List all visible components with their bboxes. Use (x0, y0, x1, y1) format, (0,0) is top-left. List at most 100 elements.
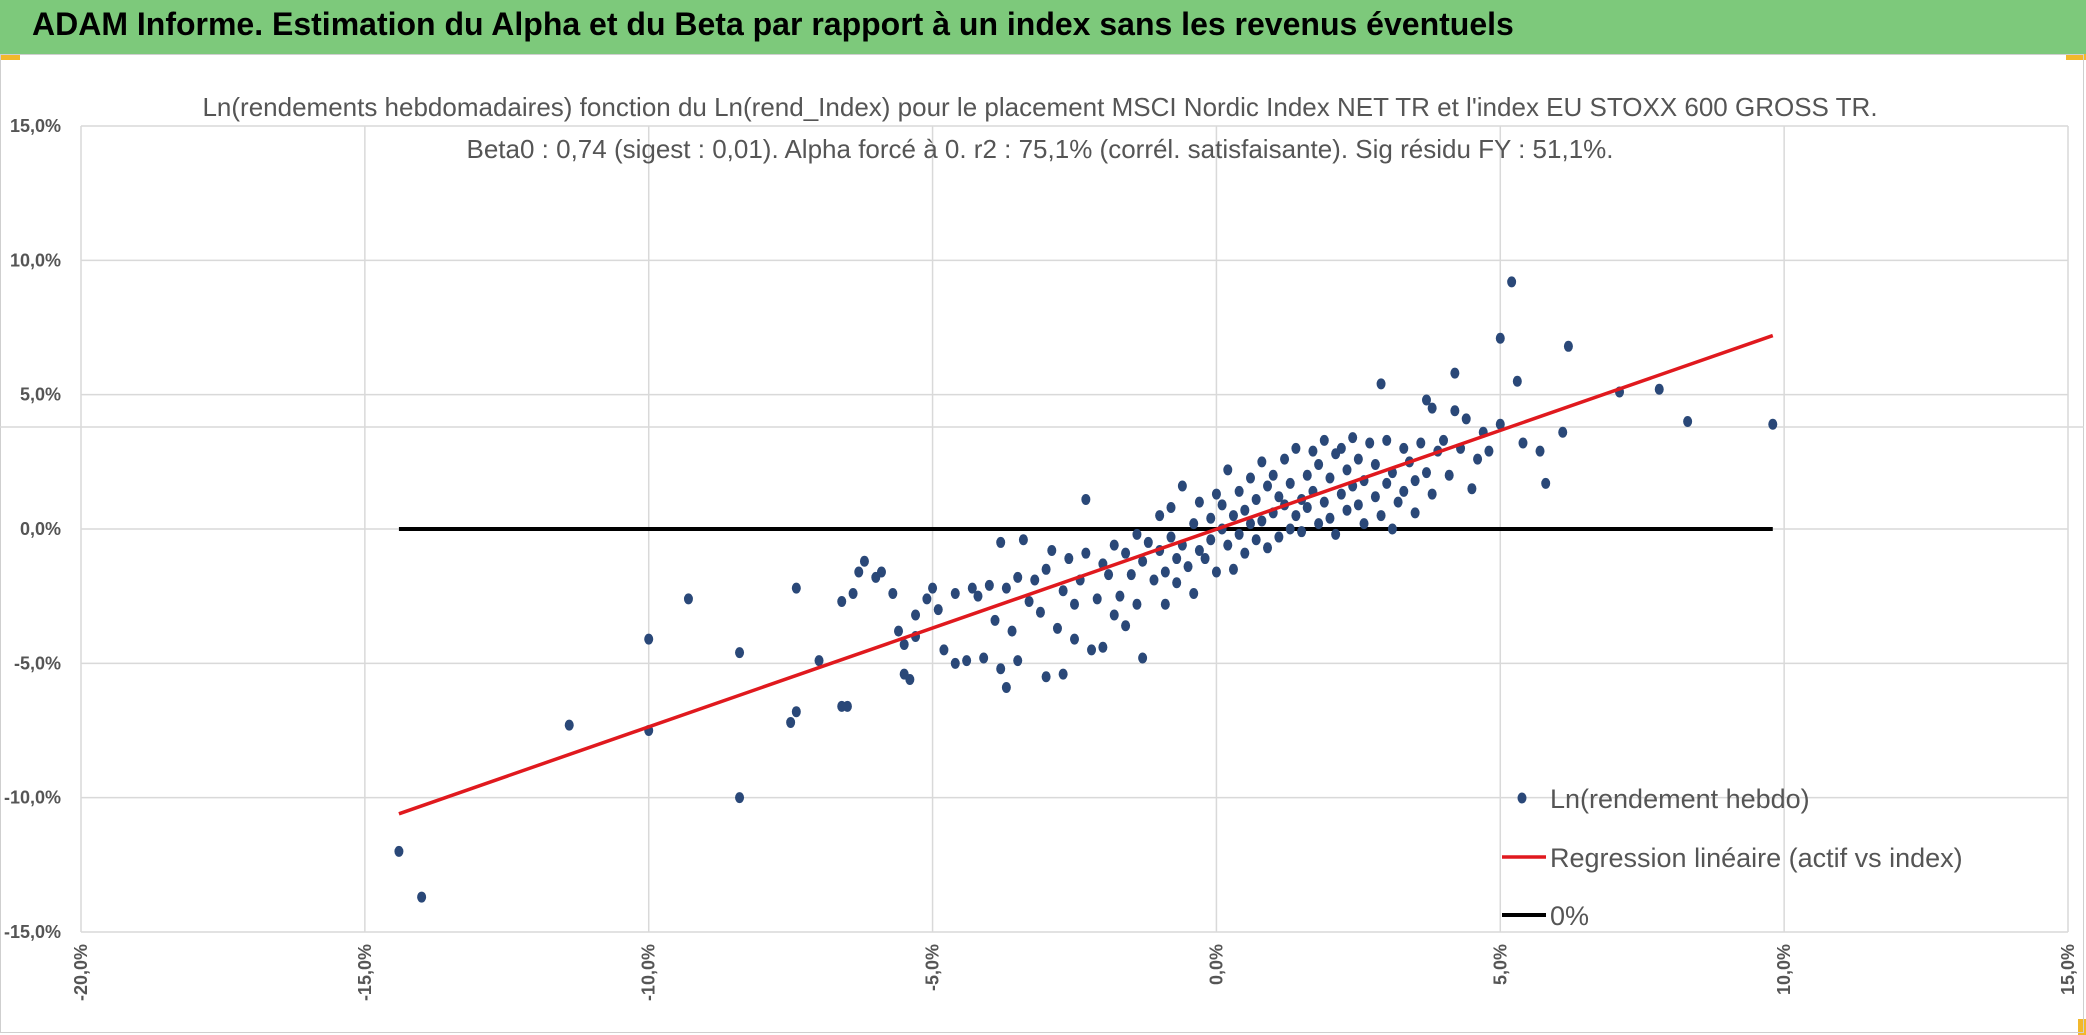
data-point (1410, 475, 1420, 487)
data-point (1109, 609, 1119, 621)
data-point (417, 891, 427, 903)
data-point (1353, 453, 1363, 465)
data-point (1240, 547, 1250, 559)
data-point (1172, 577, 1182, 589)
data-point (1336, 442, 1346, 454)
data-point (1081, 547, 1091, 559)
data-point (1166, 502, 1176, 514)
data-point (1285, 523, 1295, 535)
report-title: ADAM Informe. Estimation du Alpha et du … (32, 6, 1514, 42)
x-tick-label: -10,0% (639, 944, 659, 1001)
data-point (1393, 496, 1403, 508)
data-point (735, 792, 745, 804)
data-point (1001, 682, 1011, 694)
data-point (1314, 459, 1324, 471)
data-point (1143, 536, 1153, 548)
data-point (1166, 531, 1176, 543)
data-point (1353, 499, 1363, 511)
data-point (1535, 445, 1545, 457)
data-point (644, 633, 654, 645)
data-point (1416, 437, 1426, 449)
data-point (1149, 574, 1159, 586)
data-point (1052, 622, 1062, 634)
data-point (1325, 472, 1335, 484)
data-point (1109, 539, 1119, 551)
data-point (1189, 518, 1199, 530)
data-point (1211, 488, 1221, 500)
data-point (928, 582, 938, 594)
data-point (1228, 563, 1238, 575)
data-point (1234, 485, 1244, 497)
data-point (1138, 555, 1148, 567)
data-point (1070, 633, 1079, 645)
y-tick-label: -15,0% (4, 922, 61, 942)
data-point (1450, 405, 1460, 417)
data-point (1234, 528, 1244, 540)
data-point (848, 587, 858, 599)
data-point (564, 719, 574, 731)
legend-marker-points (1517, 792, 1527, 804)
axis-ticks: -20,0% -15,0% -10,0% -5,0% 0,0% 5,0% 10,0% 15,0… (4, 116, 2078, 1001)
data-point (1461, 413, 1471, 425)
data-point (1058, 668, 1068, 680)
data-point (1325, 512, 1335, 524)
x-tick-label: -20,0% (71, 944, 91, 1001)
data-point (950, 657, 960, 669)
data-point (1041, 671, 1051, 683)
data-point (962, 655, 972, 667)
data-point (814, 655, 824, 667)
x-tick-label: 0,0% (1206, 944, 1226, 985)
data-point (1467, 483, 1477, 495)
series-layer (394, 276, 1778, 903)
data-point (984, 579, 994, 591)
x-tick-label: -15,0% (355, 944, 375, 1001)
data-point (899, 639, 909, 651)
data-point (1251, 534, 1261, 546)
data-point (1047, 544, 1057, 556)
x-tick-label: 10,0% (1774, 944, 1794, 995)
data-point (1194, 544, 1204, 556)
data-point (1308, 445, 1318, 457)
data-point (791, 706, 801, 718)
data-point (1126, 569, 1136, 581)
data-point (1251, 493, 1261, 505)
corner-marker-right (2066, 54, 2086, 60)
data-point (1541, 477, 1551, 489)
data-point (1558, 426, 1568, 438)
y-tick-label: -5,0% (14, 653, 61, 673)
data-point (1217, 499, 1227, 511)
data-point (1132, 598, 1142, 610)
data-point (996, 536, 1006, 548)
data-point (1257, 456, 1267, 468)
data-point (1257, 515, 1267, 527)
data-point (905, 673, 915, 685)
chart-title: Ln(rendements hebdomadaires) fonction du… (202, 92, 1877, 122)
data-point (950, 587, 960, 599)
data-point (1280, 453, 1290, 465)
data-point (1421, 467, 1431, 479)
data-point (1263, 480, 1273, 492)
data-point (1427, 402, 1437, 414)
data-point (1365, 437, 1375, 449)
y-tick-label: 15,0% (10, 116, 61, 136)
data-point (1013, 655, 1023, 667)
data-point (854, 566, 864, 578)
data-point (1370, 459, 1380, 471)
data-point (911, 609, 921, 621)
data-point (1512, 375, 1522, 387)
data-point (1274, 491, 1284, 503)
data-point (894, 625, 904, 637)
data-point (1268, 469, 1278, 481)
data-point (1370, 491, 1380, 503)
data-point (1495, 332, 1505, 344)
data-point (842, 700, 852, 712)
data-point (1030, 574, 1040, 586)
data-point (1064, 553, 1074, 565)
data-point (1314, 518, 1324, 530)
data-point (1041, 563, 1051, 575)
data-point (996, 663, 1006, 675)
data-point (1172, 553, 1182, 565)
data-point (1285, 477, 1295, 489)
data-point (1206, 534, 1216, 546)
data-point (1444, 469, 1454, 481)
